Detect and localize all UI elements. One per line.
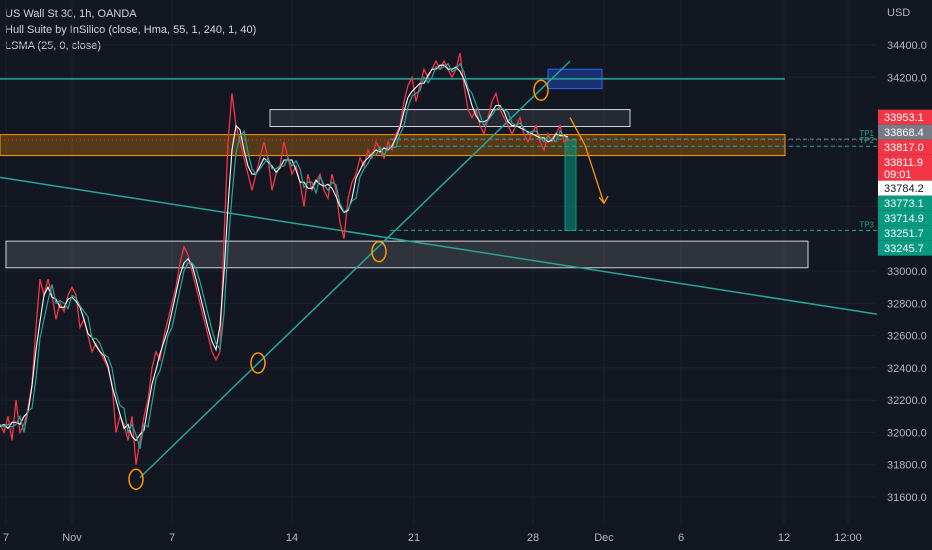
x-tick-label: 12:00: [834, 532, 862, 544]
price-axis[interactable]: [877, 0, 932, 524]
arrow-path: [569, 117, 605, 204]
price-tag: [878, 180, 932, 196]
price-tag-label: 33784.2: [884, 183, 924, 195]
y-tick-label: 32800.0: [887, 298, 927, 310]
y-axis-ticks: 34400.034200.033400.033000.032800.032600…: [887, 40, 927, 504]
price-tag-label: 33811.9: [884, 157, 923, 169]
trendlines: [0, 60, 881, 479]
x-tick-label: 28: [527, 532, 539, 544]
price-tag: [878, 109, 932, 125]
lsma-line: [0, 64, 569, 442]
price-tag: [878, 139, 932, 155]
x-tick-label: 12: [778, 532, 790, 544]
price-tag-sublabel: 09:01: [884, 169, 912, 181]
chart-legend: US Wall St 30, 1h, OANDA Hull Suite by I…: [5, 6, 256, 54]
hull-indicator-label[interactable]: Hull Suite by InSilico (close, Hma, 55, …: [5, 24, 257, 36]
price-tag-label: 33868.4: [884, 127, 924, 139]
price-tag-label: 33714.9: [884, 213, 924, 225]
price-tag: [878, 154, 932, 181]
x-tick-label: 14: [286, 532, 298, 544]
zone-box: [269, 109, 631, 128]
x-tick-label: 7: [169, 532, 175, 544]
target-level-label: TP2: [859, 136, 874, 145]
symbol-title[interactable]: US Wall St 30, 1h, OANDA: [5, 8, 137, 20]
price-line: [0, 52, 569, 465]
y-tick-label: 31800.0: [887, 460, 927, 472]
lsma-indicator-label[interactable]: LSMA (25, 0, close): [5, 40, 101, 52]
grid: [0, 0, 877, 524]
price-series: [0, 52, 569, 465]
circle-marker: [128, 468, 144, 490]
target-level-label: TP1: [859, 129, 874, 138]
price-tag-label: 33953.1: [884, 112, 924, 124]
price-tag: [878, 240, 932, 256]
circle-marker: [250, 352, 266, 374]
circle-markers: [128, 79, 549, 490]
x-tick-label: Nov: [62, 532, 82, 544]
projection-arrow: [569, 117, 609, 205]
price-tag-label: 33817.0: [884, 142, 924, 154]
time-axis[interactable]: [0, 524, 932, 550]
price-tag-label: 33245.7: [884, 243, 924, 255]
x-axis-ticks: 7 Nov 7 14 21 28 Dec 6 12 12:00: [3, 532, 862, 544]
y-tick-label: 31600.0: [887, 492, 927, 504]
arrow-head: [598, 195, 609, 205]
price-tag: [878, 210, 932, 226]
y-tick-label: 33000.0: [887, 266, 927, 278]
y-tick-label: 32200.0: [887, 395, 927, 407]
trendline: [0, 176, 881, 316]
price-tag: [878, 195, 932, 211]
price-tag-label: 33773.1: [884, 198, 924, 210]
price-tag: [878, 225, 932, 241]
price-tag: [878, 124, 932, 140]
price-tag-label: 33251.7: [884, 228, 924, 240]
y-tick-label: 34200.0: [887, 72, 927, 84]
zone-box: [5, 240, 809, 269]
trendline: [139, 60, 571, 479]
x-tick-label: Dec: [594, 532, 614, 544]
price-tags: 33953.1 33868.4 33817.0 33811.909:01 33784.2…: [878, 109, 932, 256]
hull-line: [0, 62, 569, 449]
x-tick-label: 21: [408, 532, 420, 544]
x-tick-label: 7: [3, 532, 9, 544]
zone-box: [564, 139, 577, 231]
y-tick-label: 32000.0: [887, 427, 927, 439]
circle-marker: [371, 240, 387, 263]
x-tick-label: 6: [678, 532, 684, 544]
target-level-label: TP3: [859, 220, 874, 229]
y-tick-label: 32400.0: [887, 363, 927, 375]
y-tick-label: 32600.0: [887, 331, 927, 343]
y-tick-label: 34400.0: [887, 40, 927, 52]
circle-marker: [533, 79, 549, 101]
currency-label: USD: [887, 7, 910, 19]
